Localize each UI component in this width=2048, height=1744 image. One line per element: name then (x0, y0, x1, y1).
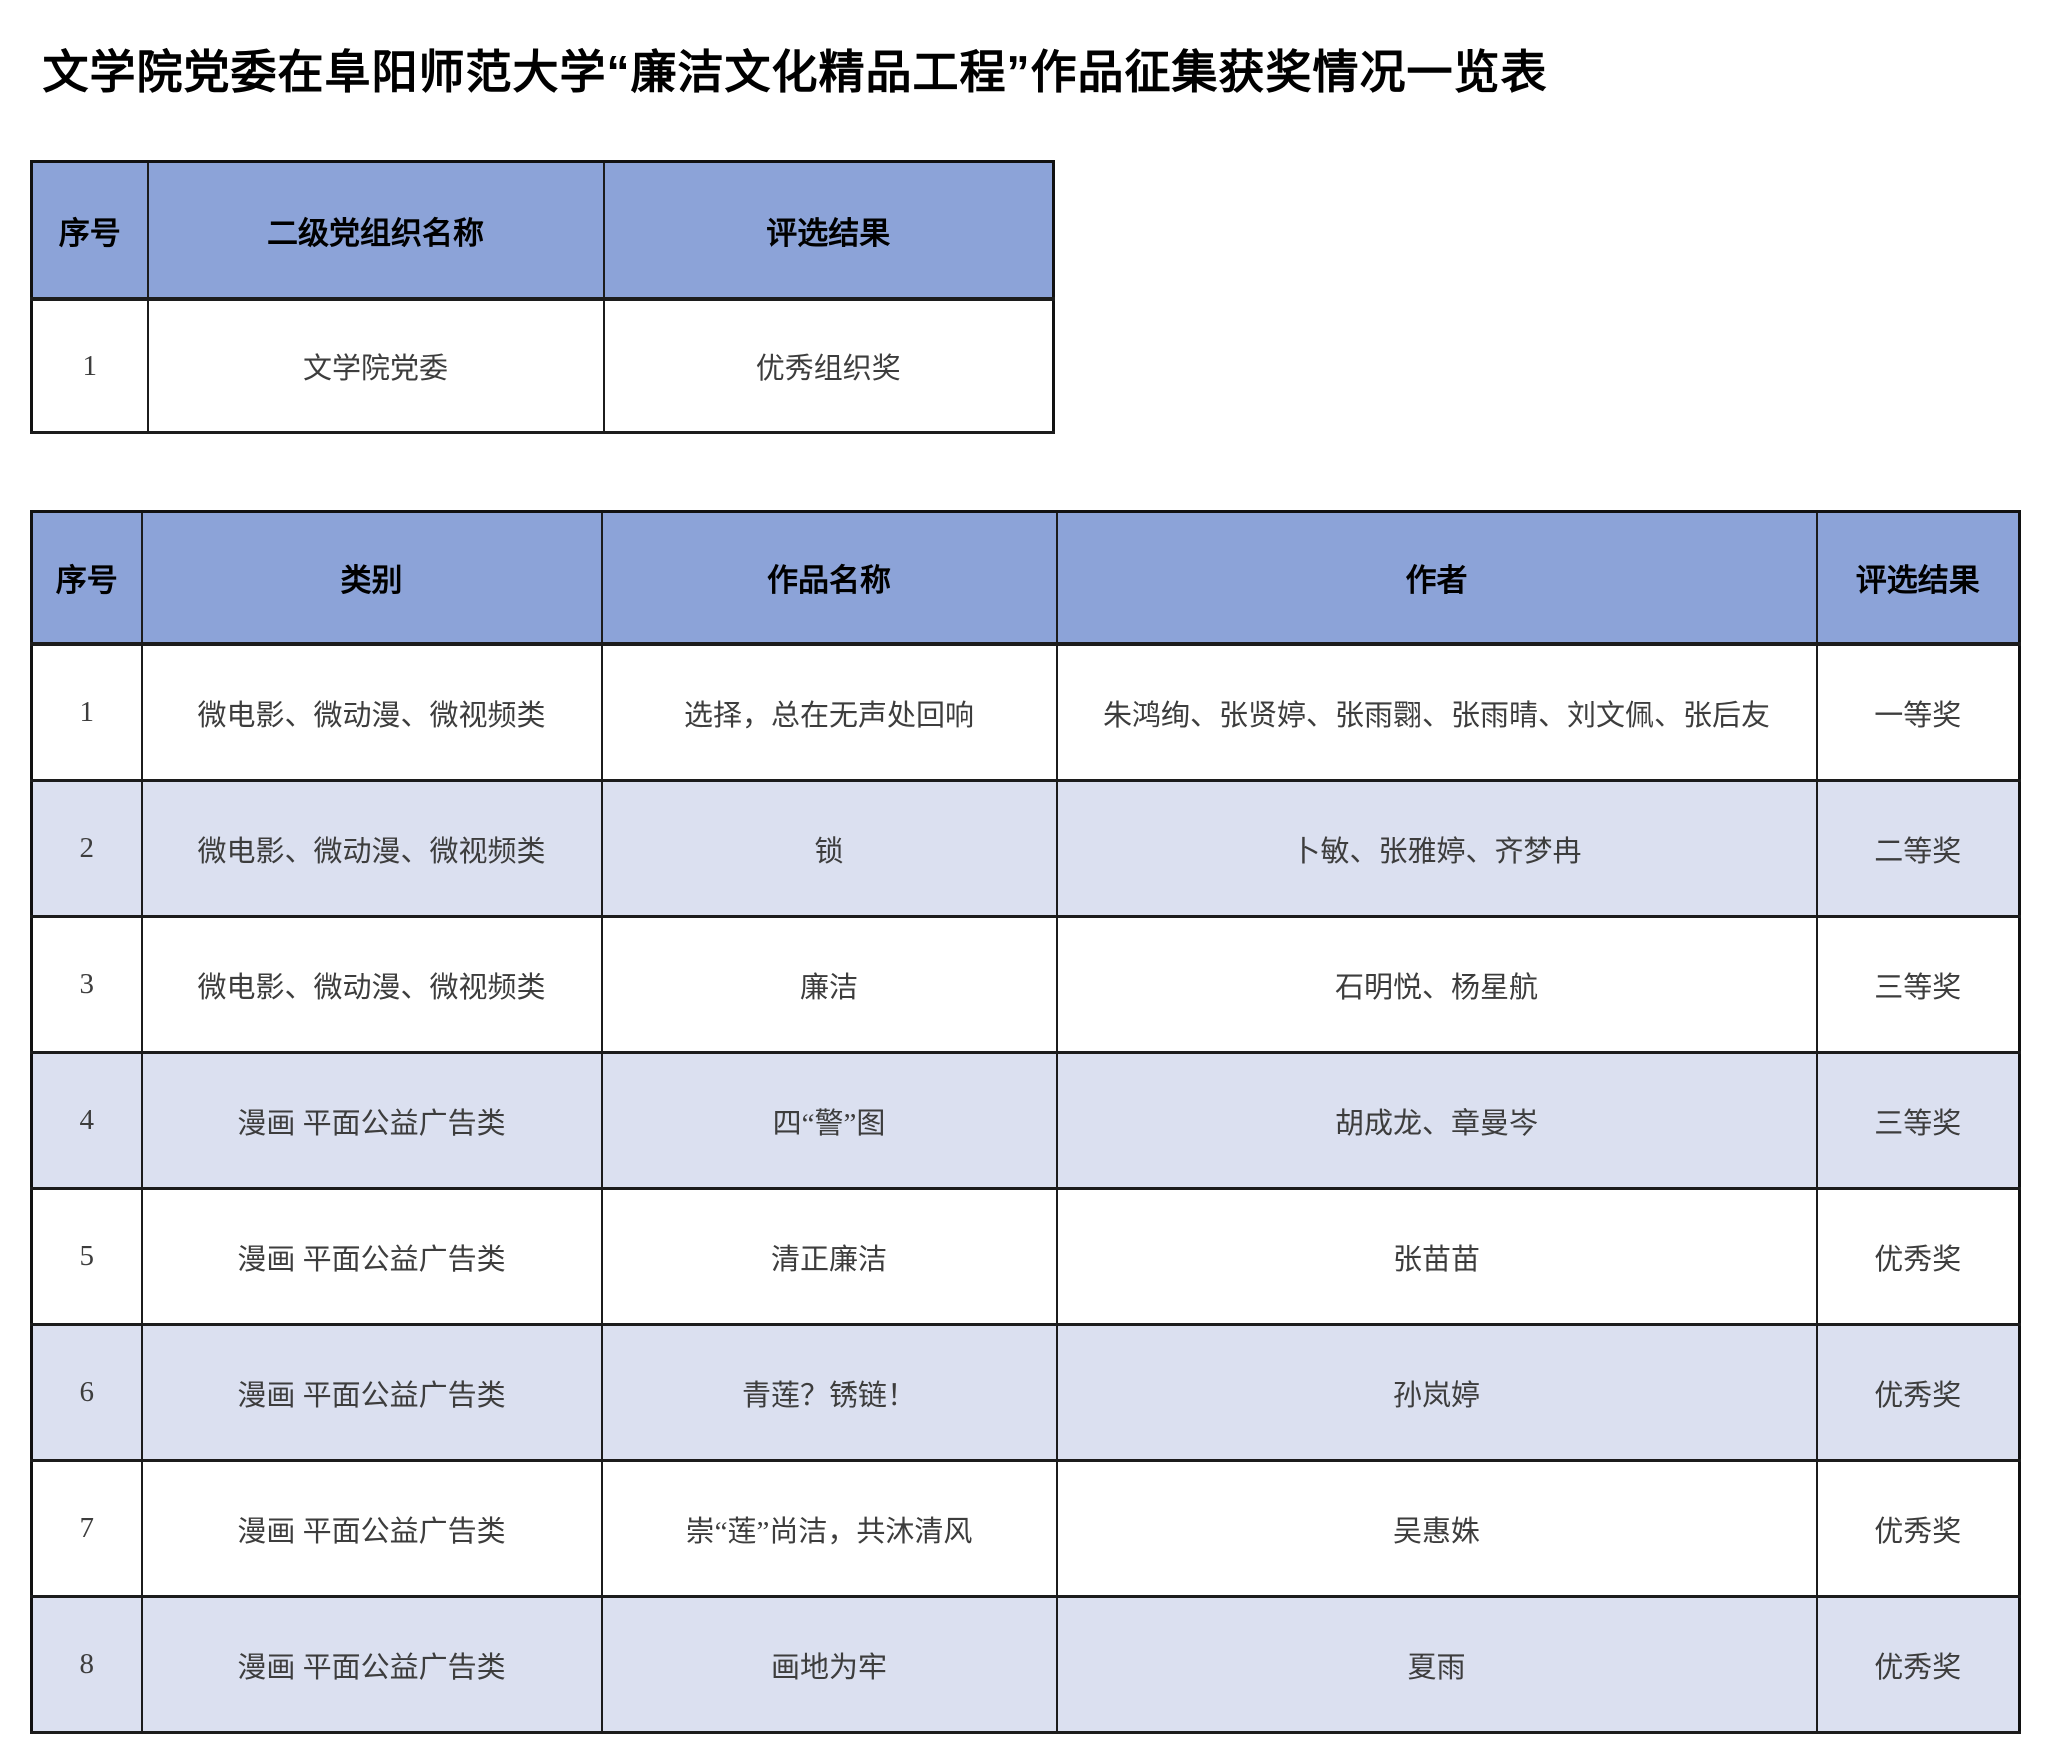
org-award-table-body: 1 文学院党委 优秀组织奖 (30, 297, 1055, 434)
table-cell: 卜敏、张雅婷、齐梦冉 (1055, 779, 1818, 918)
table-cell: 优秀奖 (1815, 1595, 2021, 1734)
table-cell: 张苗苗 (1055, 1187, 1818, 1326)
table-cell: 三等奖 (1815, 915, 2021, 1054)
table-cell: 3 (30, 915, 143, 1054)
column-header-index: 序号 (30, 510, 143, 646)
column-header-index: 序号 (30, 160, 149, 301)
table-cell: 吴惠姝 (1055, 1459, 1818, 1598)
table-cell: 石明悦、杨星航 (1055, 915, 1818, 1054)
column-header-result: 评选结果 (1815, 510, 2021, 646)
page-title: 文学院党委在阜阳师范大学“廉洁文化精品工程”作品征集获奖情况一览表 (42, 46, 1548, 98)
table-cell: 画地为牢 (600, 1595, 1058, 1734)
table-cell: 漫画 平面公益广告类 (140, 1187, 603, 1326)
table-cell: 青莲？锈链！ (600, 1323, 1058, 1462)
table-cell: 一等奖 (1815, 642, 2021, 782)
table-cell: 漫画 平面公益广告类 (140, 1595, 603, 1734)
org-award-table: 序号 二级党组织名称 评选结果 1 文学院党委 优秀组织奖 (30, 160, 1055, 434)
table-row: 1 微电影、微动漫、微视频类 选择，总在无声处回响 朱鸿绚、张贤婷、张雨翾、张雨晴、刘… (30, 642, 2021, 782)
table-row: 5 漫画 平面公益广告类 清正廉洁 张苗苗 优秀奖 (30, 1187, 2021, 1326)
header-row: 序号 类别 作品名称 作者 评选结果 (30, 510, 2021, 646)
table-cell: 孙岚婷 (1055, 1323, 1818, 1462)
table-cell: 胡成龙、章曼岑 (1055, 1051, 1818, 1190)
table-cell: 1 (30, 297, 149, 434)
column-header-work-title: 作品名称 (600, 510, 1058, 646)
table-cell: 6 (30, 1323, 143, 1462)
table-cell: 二等奖 (1815, 779, 2021, 918)
column-header-org-name: 二级党组织名称 (146, 160, 605, 301)
table-cell: 选择，总在无声处回响 (600, 642, 1058, 782)
table-cell: 漫画 平面公益广告类 (140, 1323, 603, 1462)
column-header-result: 评选结果 (602, 160, 1055, 301)
table-row: 7 漫画 平面公益广告类 崇“莲”尚洁，共沐清风 吴惠姝 优秀奖 (30, 1459, 2021, 1598)
table-row: 2 微电影、微动漫、微视频类锁卜敏、张雅婷、齐梦冉 二等奖 (30, 779, 2021, 918)
table-cell: 朱鸿绚、张贤婷、张雨翾、张雨晴、刘文佩、张后友 (1055, 642, 1818, 782)
table-cell: 锁 (600, 779, 1058, 918)
table-cell: 优秀奖 (1815, 1187, 2021, 1326)
table-cell: 1 (30, 642, 143, 782)
org-award-table-header: 序号 二级党组织名称 评选结果 (30, 160, 1055, 301)
table-cell: 优秀奖 (1815, 1459, 2021, 1598)
works-award-table: 序号 类别 作品名称 作者 评选结果 1 微电影、微动漫、微视频类 选择，总在无声处… (30, 510, 2021, 1734)
table-cell: 2 (30, 779, 143, 918)
table-row: 1 文学院党委 优秀组织奖 (30, 297, 1055, 434)
table-row: 4 漫画 平面公益广告类 四“警”图 胡成龙、章曼岑 三等奖 (30, 1051, 2021, 1190)
table-cell: 清正廉洁 (600, 1187, 1058, 1326)
table-row: 8 漫画 平面公益广告类 画地为牢 夏雨 优秀奖 (30, 1595, 2021, 1734)
table-cell: 微电影、微动漫、微视频类 (140, 915, 603, 1054)
table-cell: 优秀奖 (1815, 1323, 2021, 1462)
table-cell: 夏雨 (1055, 1595, 1818, 1734)
table-cell: 8 (30, 1595, 143, 1734)
table-cell: 漫画 平面公益广告类 (140, 1051, 603, 1190)
table-cell: 崇“莲”尚洁，共沐清风 (600, 1459, 1058, 1598)
table-cell: 4 (30, 1051, 143, 1190)
column-header-category: 类别 (140, 510, 603, 646)
table-cell: 5 (30, 1187, 143, 1326)
header-row: 序号 二级党组织名称 评选结果 (30, 160, 1055, 301)
table-cell: 四“警”图 (600, 1051, 1058, 1190)
table-cell: 漫画 平面公益广告类 (140, 1459, 603, 1598)
works-award-table-body: 1 微电影、微动漫、微视频类 选择，总在无声处回响 朱鸿绚、张贤婷、张雨翾、张雨晴、刘… (30, 642, 2021, 1734)
table-cell: 文学院党委 (146, 297, 605, 434)
table-row: 3 微电影、微动漫、微视频类 廉洁 石明悦、杨星航 三等奖 (30, 915, 2021, 1054)
table-cell: 7 (30, 1459, 143, 1598)
column-header-authors: 作者 (1055, 510, 1818, 646)
table-row: 6 漫画 平面公益广告类 青莲？锈链！ 孙岚婷 优秀奖 (30, 1323, 2021, 1462)
table-cell: 微电影、微动漫、微视频类 (140, 642, 603, 782)
table-cell: 廉洁 (600, 915, 1058, 1054)
works-award-table-header: 序号 类别 作品名称 作者 评选结果 (30, 510, 2021, 646)
table-cell: 三等奖 (1815, 1051, 2021, 1190)
table-cell: 优秀组织奖 (602, 297, 1055, 434)
table-cell: 微电影、微动漫、微视频类 (140, 779, 603, 918)
